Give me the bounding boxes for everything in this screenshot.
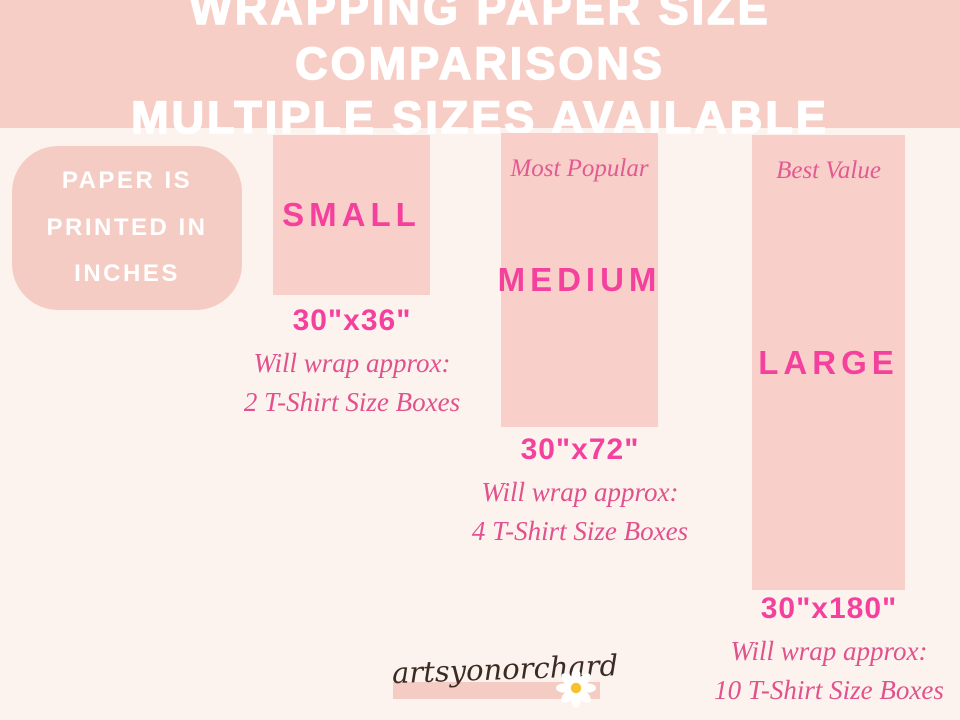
badge-most-popular: Most Popular xyxy=(510,155,649,182)
units-note-box: PAPER IS PRINTED IN INCHES xyxy=(12,146,242,310)
badge-best-value: Best Value xyxy=(776,157,881,184)
size-swatch-small: SMALL xyxy=(273,135,430,295)
wrap-prefix-small: Will wrap approx: xyxy=(253,348,451,378)
caption-medium: 30"x72" Will wrap approx: 4 T-Shirt Size… xyxy=(430,433,730,547)
page-subtitle: MULTIPLE SIZES AVAILABLE xyxy=(130,92,829,144)
watermark-text: artsyonorchard xyxy=(391,648,619,691)
size-swatch-medium: Most Popular MEDIUM xyxy=(498,133,658,427)
dimensions-large: 30"x180" xyxy=(760,592,898,625)
wrap-capacity-large: 10 T-Shirt Size Boxes xyxy=(714,675,944,705)
wrap-capacity-medium: 4 T-Shirt Size Boxes xyxy=(471,516,689,546)
wrap-prefix-large: Will wrap approx: xyxy=(730,636,928,666)
size-label-small: SMALL xyxy=(282,196,421,233)
daisy-icon xyxy=(556,668,596,708)
page-title: WRAPPING PAPER SIZE COMPARISONS xyxy=(189,0,771,89)
size-label-medium: MEDIUM xyxy=(497,261,662,298)
size-swatch-large: Best Value LARGE xyxy=(752,135,905,590)
wrap-prefix-medium: Will wrap approx: xyxy=(481,477,679,507)
note-line: PAPER IS xyxy=(61,166,193,194)
caption-small: 30"x36" Will wrap approx: 2 T-Shirt Size… xyxy=(222,304,482,418)
dimensions-small: 30"x36" xyxy=(292,304,412,337)
watermark-band xyxy=(393,682,600,699)
wrap-capacity-small: 2 T-Shirt Size Boxes xyxy=(243,387,461,417)
caption-large: 30"x180" Will wrap approx: 10 T-Shirt Si… xyxy=(694,592,960,706)
dimensions-medium: 30"x72" xyxy=(520,433,640,466)
note-line: INCHES xyxy=(74,260,180,288)
size-label-large: LARGE xyxy=(758,343,899,381)
note-line: PRINTED IN xyxy=(46,213,208,241)
header-banner: WRAPPING PAPER SIZE COMPARISONS MULTIPLE… xyxy=(0,0,960,144)
